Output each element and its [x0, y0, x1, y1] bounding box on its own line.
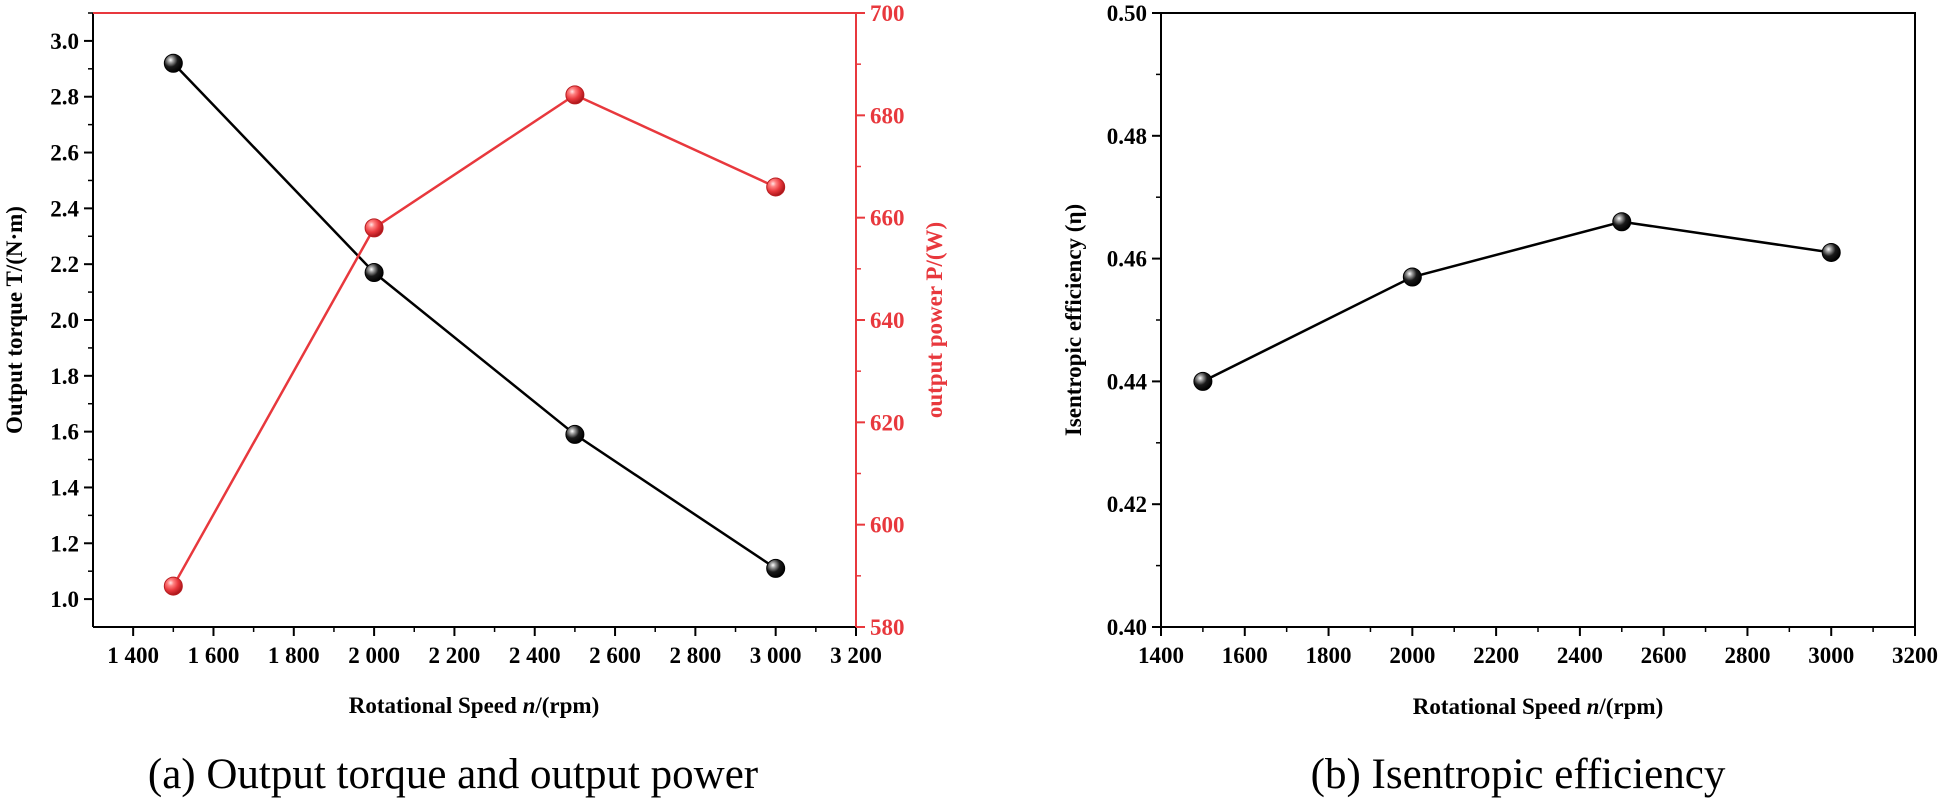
chart-a-x-tick-label: 2 000: [348, 643, 400, 668]
chart-a-y-left-tick-label: 2.6: [50, 141, 79, 166]
chart-b-data-point: [1193, 371, 1213, 391]
chart-b-x-tick-label: 2000: [1389, 643, 1435, 668]
chart-b-data-point: [1821, 242, 1841, 262]
chart-b-x-axis-title: Rotational Speed n/(rpm): [1413, 694, 1663, 719]
chart-b-x-tick-label: 1400: [1138, 643, 1184, 668]
chart-b-x-tick-label: 2400: [1557, 643, 1603, 668]
chart-a-y-left-tick-label: 2.8: [50, 85, 79, 110]
chart-a-y-right-tick-label: 640: [870, 308, 905, 333]
chart-b-caption: (b) Isentropic efficiency: [1311, 751, 1726, 798]
chart-b-y-tick-label: 0.50: [1107, 1, 1147, 26]
chart-b-plot-frame: [1160, 12, 1916, 628]
chart-a-y-left-tick-label: 1.0: [50, 587, 79, 612]
chart-a-y-left-tick-label: 1.6: [50, 420, 79, 445]
chart-b-x-tick-label: 1800: [1306, 643, 1352, 668]
chart-b-y-tick-label: 0.40: [1107, 615, 1147, 640]
chart-a-x-tick-label: 3 200: [830, 643, 882, 668]
chart-a-data-point: [364, 218, 384, 238]
chart-a-x-tick-label: 1 800: [268, 643, 320, 668]
chart-a-y-right-tick-label: 620: [870, 410, 905, 435]
chart-a-x-tick-label: 2 600: [589, 643, 641, 668]
chart-b-y-tick-label: 0.42: [1107, 492, 1147, 517]
chart-a-y-left-tick-label: 1.4: [50, 475, 79, 500]
chart-b-series-line: [1202, 220, 1832, 383]
chart-a-y-left-tick-label: 2.2: [50, 252, 79, 277]
chart-a-y-left-axis-title: Output torque T/(N·m): [2, 206, 27, 434]
chart-a-data-point: [163, 53, 183, 73]
chart-b-x-tick-label: 1600: [1222, 643, 1268, 668]
chart-b-x-tick-label: 2600: [1641, 643, 1687, 668]
chart-a-series-line: [172, 62, 777, 570]
chart-b-y-tick-label: 0.48: [1107, 124, 1147, 149]
chart-a-caption: (a) Output torque and output power: [148, 751, 758, 798]
chart-a-x-tick-label: 1 600: [188, 643, 240, 668]
chart-a-y-left-tick-label: 1.2: [50, 531, 79, 556]
chart-a-x-axis-title: Rotational Speed n/(rpm): [349, 693, 599, 718]
chart-a-y-left-tick-label: 2.0: [50, 308, 79, 333]
chart-b-y-tick-label: 0.44: [1107, 369, 1148, 394]
chart-a-data-point: [565, 85, 585, 105]
chart-b-x-tick-label: 3200: [1892, 643, 1938, 668]
chart-a-x-tick-label: 3 000: [750, 643, 802, 668]
chart-b-y-tick-label: 0.46: [1107, 247, 1147, 272]
chart-a-y-right-tick-label: 680: [870, 103, 905, 128]
chart-a-x-tick-label: 1 400: [107, 643, 159, 668]
chart-a-y-left-tick-label: 1.8: [50, 364, 79, 389]
chart-a-data-point: [565, 424, 585, 444]
chart-a-y-left-tick-label: 3.0: [50, 29, 79, 54]
chart-b-x-tick-label: 3000: [1808, 643, 1854, 668]
chart-a-data-point: [766, 177, 786, 197]
chart-a-torque-power: 1 400 1 600 1 800 2 000 2 200 2 400 2 600 2 800…: [2, 1, 947, 798]
chart-a-data-point: [163, 576, 183, 596]
chart-a-y-right-tick-label: 580: [870, 615, 905, 640]
chart-a-y-right-tick-label: 660: [870, 206, 905, 231]
chart-a-series-line: [172, 93, 777, 587]
chart-a-y-right-tick-label: 600: [870, 513, 905, 538]
chart-b-data-point: [1612, 212, 1632, 232]
chart-a-y-left-tick-label: 2.4: [50, 196, 79, 221]
chart-b-y-axis-title: Isentropic efficiency (η): [1061, 204, 1086, 436]
chart-b-x-tick-label: 2200: [1473, 643, 1519, 668]
chart-b-x-tick-label: 2800: [1724, 643, 1770, 668]
chart-a-y-right-axis-title: output power P/(W): [922, 222, 947, 418]
chart-a-x-tick-label: 2 800: [669, 643, 721, 668]
chart-b-isentropic-efficiency: 1400 1600 1800 2000 2200 2400 2600 2800 3000 3200…: [1061, 1, 1938, 798]
chart-b-data-point: [1402, 267, 1422, 287]
chart-a-data-point: [364, 263, 384, 283]
chart-a-x-tick-label: 2 200: [429, 643, 481, 668]
chart-a-y-right-tick-label: 700: [870, 1, 905, 26]
chart-a-x-tick-label: 2 400: [509, 643, 561, 668]
chart-a-data-point: [766, 558, 786, 578]
